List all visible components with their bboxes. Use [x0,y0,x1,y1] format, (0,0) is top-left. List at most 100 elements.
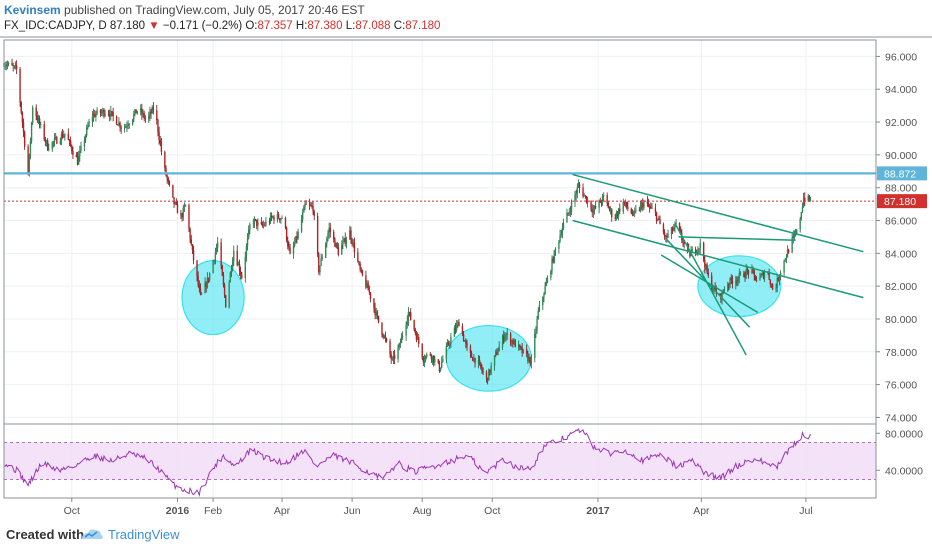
candle-body [498,346,500,352]
candle-body [593,206,596,211]
candle-body [365,275,367,288]
candle-body [674,223,676,229]
candle-body [501,335,504,347]
candle [191,244,194,254]
candle-body [397,347,399,359]
candle [453,325,456,337]
candle-body [302,212,304,220]
candle [405,321,407,341]
candle-body [75,154,78,158]
author-link[interactable]: Kevinsem [4,3,61,17]
price-chart[interactable]: 96.000 94.000 92.000 90.000 88.000 86.000 84.0… [0,36,932,518]
candle [287,236,289,250]
rsi-band [4,442,876,480]
candle [76,151,79,166]
candle [297,228,299,240]
candle [54,132,57,140]
candle [241,271,243,280]
candle-body [56,137,58,144]
candle [702,241,705,263]
candle [696,249,698,256]
candle [770,283,773,288]
candle [398,342,400,351]
trendline [572,219,864,299]
candle [180,209,182,219]
candle [574,191,576,208]
candle [670,226,673,240]
candle-body [522,349,524,353]
publish-info: Kevinsem published on TradingView.com, J… [4,3,365,17]
candle [654,203,657,217]
candle [739,271,742,276]
candle [545,277,547,287]
time-axis[interactable]: Oct 2016 Feb Apr Jun Aug Oct 2017 Apr Jul [64,498,813,517]
candle [13,65,16,70]
candle [318,252,320,275]
candle-body [534,333,536,359]
candle [335,242,337,249]
candle-body [180,213,182,215]
candle-body [799,218,801,230]
candle [454,322,457,335]
close-label: C: [393,20,406,32]
candle-body [21,112,24,123]
tradingview-brand[interactable]: TradingView [108,527,180,542]
candle-body [577,184,580,188]
candle-body [112,111,114,117]
candle-body [108,114,111,117]
candle-body [174,202,176,205]
tradingview-logo-icon[interactable] [80,526,104,542]
candle-body [753,270,755,276]
price-axis[interactable]: 96.000 94.000 92.000 90.000 88.000 86.000 84.0… [876,51,923,477]
candle-body [458,322,460,327]
candle [6,60,9,70]
candle-body [160,143,163,153]
candle-body [640,203,643,205]
candle-body [15,65,18,69]
candle-body [385,338,388,342]
candle-body [730,277,732,281]
trendlines [572,173,864,356]
time-tick-label: 2016 [166,505,190,517]
candle-body [702,242,705,261]
candle [705,263,707,271]
candle [22,118,25,138]
candle-body [375,311,377,316]
candle-body [181,214,183,218]
price-tick-label: 92.000 [885,117,917,129]
candle [509,331,512,347]
candle-body [103,109,105,116]
candle [166,174,168,184]
candle [277,211,280,220]
candle-body [296,236,298,239]
candle [606,192,608,207]
candle [474,357,476,368]
candle [731,275,734,289]
candle-body [142,113,144,115]
candle-body [188,204,190,229]
candle [381,322,383,338]
candle [447,340,450,346]
candle-body [343,238,345,242]
candle [120,125,122,134]
candle [615,210,618,221]
rsi-pane [3,423,876,497]
candle-body [808,195,811,201]
candle-body [22,122,25,133]
candle-body [245,246,248,257]
candle [582,183,584,199]
candle [40,121,42,129]
candle-body [514,340,516,348]
candle [655,211,658,224]
candle-body [373,298,375,309]
candle-body [454,328,457,331]
candle-body [358,261,360,264]
candle-body [442,358,444,362]
candle-body [465,341,467,344]
candle [466,339,468,351]
candle-body [413,320,415,330]
candle-body [184,204,187,207]
candle [434,355,436,366]
candle-body [406,320,408,325]
symbol-label[interactable]: FX_IDC:CADJPY, D [4,20,107,32]
